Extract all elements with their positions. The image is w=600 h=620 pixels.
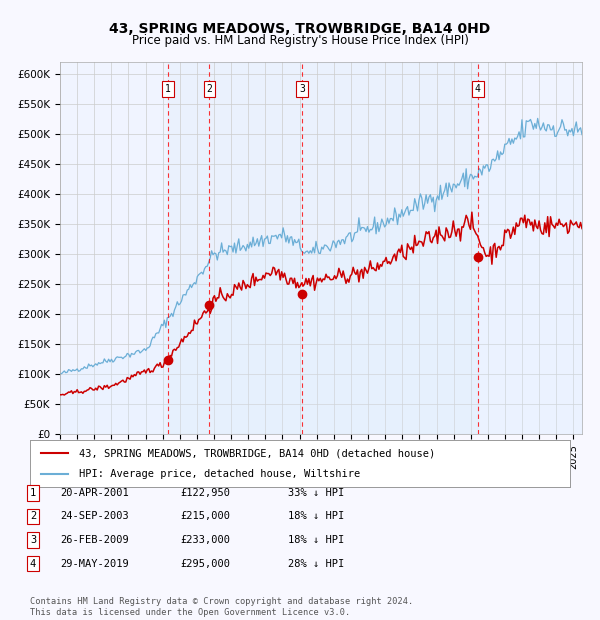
Text: 4: 4 — [475, 84, 481, 94]
Text: £122,950: £122,950 — [180, 488, 230, 498]
Text: 28% ↓ HPI: 28% ↓ HPI — [288, 559, 344, 569]
Text: 43, SPRING MEADOWS, TROWBRIDGE, BA14 0HD: 43, SPRING MEADOWS, TROWBRIDGE, BA14 0HD — [109, 22, 491, 36]
Text: 2: 2 — [30, 512, 36, 521]
Text: Contains HM Land Registry data © Crown copyright and database right 2024.
This d: Contains HM Land Registry data © Crown c… — [30, 598, 413, 617]
Text: 43, SPRING MEADOWS, TROWBRIDGE, BA14 0HD (detached house): 43, SPRING MEADOWS, TROWBRIDGE, BA14 0HD… — [79, 448, 435, 458]
Text: £215,000: £215,000 — [180, 512, 230, 521]
Text: £295,000: £295,000 — [180, 559, 230, 569]
Text: 24-SEP-2003: 24-SEP-2003 — [60, 512, 129, 521]
Text: 3: 3 — [299, 84, 305, 94]
Text: Price paid vs. HM Land Registry's House Price Index (HPI): Price paid vs. HM Land Registry's House … — [131, 34, 469, 47]
Text: 3: 3 — [30, 535, 36, 545]
Text: 29-MAY-2019: 29-MAY-2019 — [60, 559, 129, 569]
Text: 18% ↓ HPI: 18% ↓ HPI — [288, 512, 344, 521]
Text: 2: 2 — [206, 84, 212, 94]
Text: 4: 4 — [30, 559, 36, 569]
Text: 26-FEB-2009: 26-FEB-2009 — [60, 535, 129, 545]
Text: 20-APR-2001: 20-APR-2001 — [60, 488, 129, 498]
Text: 1: 1 — [165, 84, 171, 94]
Text: £233,000: £233,000 — [180, 535, 230, 545]
Bar — [168, 62, 478, 434]
Text: 1: 1 — [30, 488, 36, 498]
Text: HPI: Average price, detached house, Wiltshire: HPI: Average price, detached house, Wilt… — [79, 469, 360, 479]
Text: 18% ↓ HPI: 18% ↓ HPI — [288, 535, 344, 545]
Text: 33% ↓ HPI: 33% ↓ HPI — [288, 488, 344, 498]
